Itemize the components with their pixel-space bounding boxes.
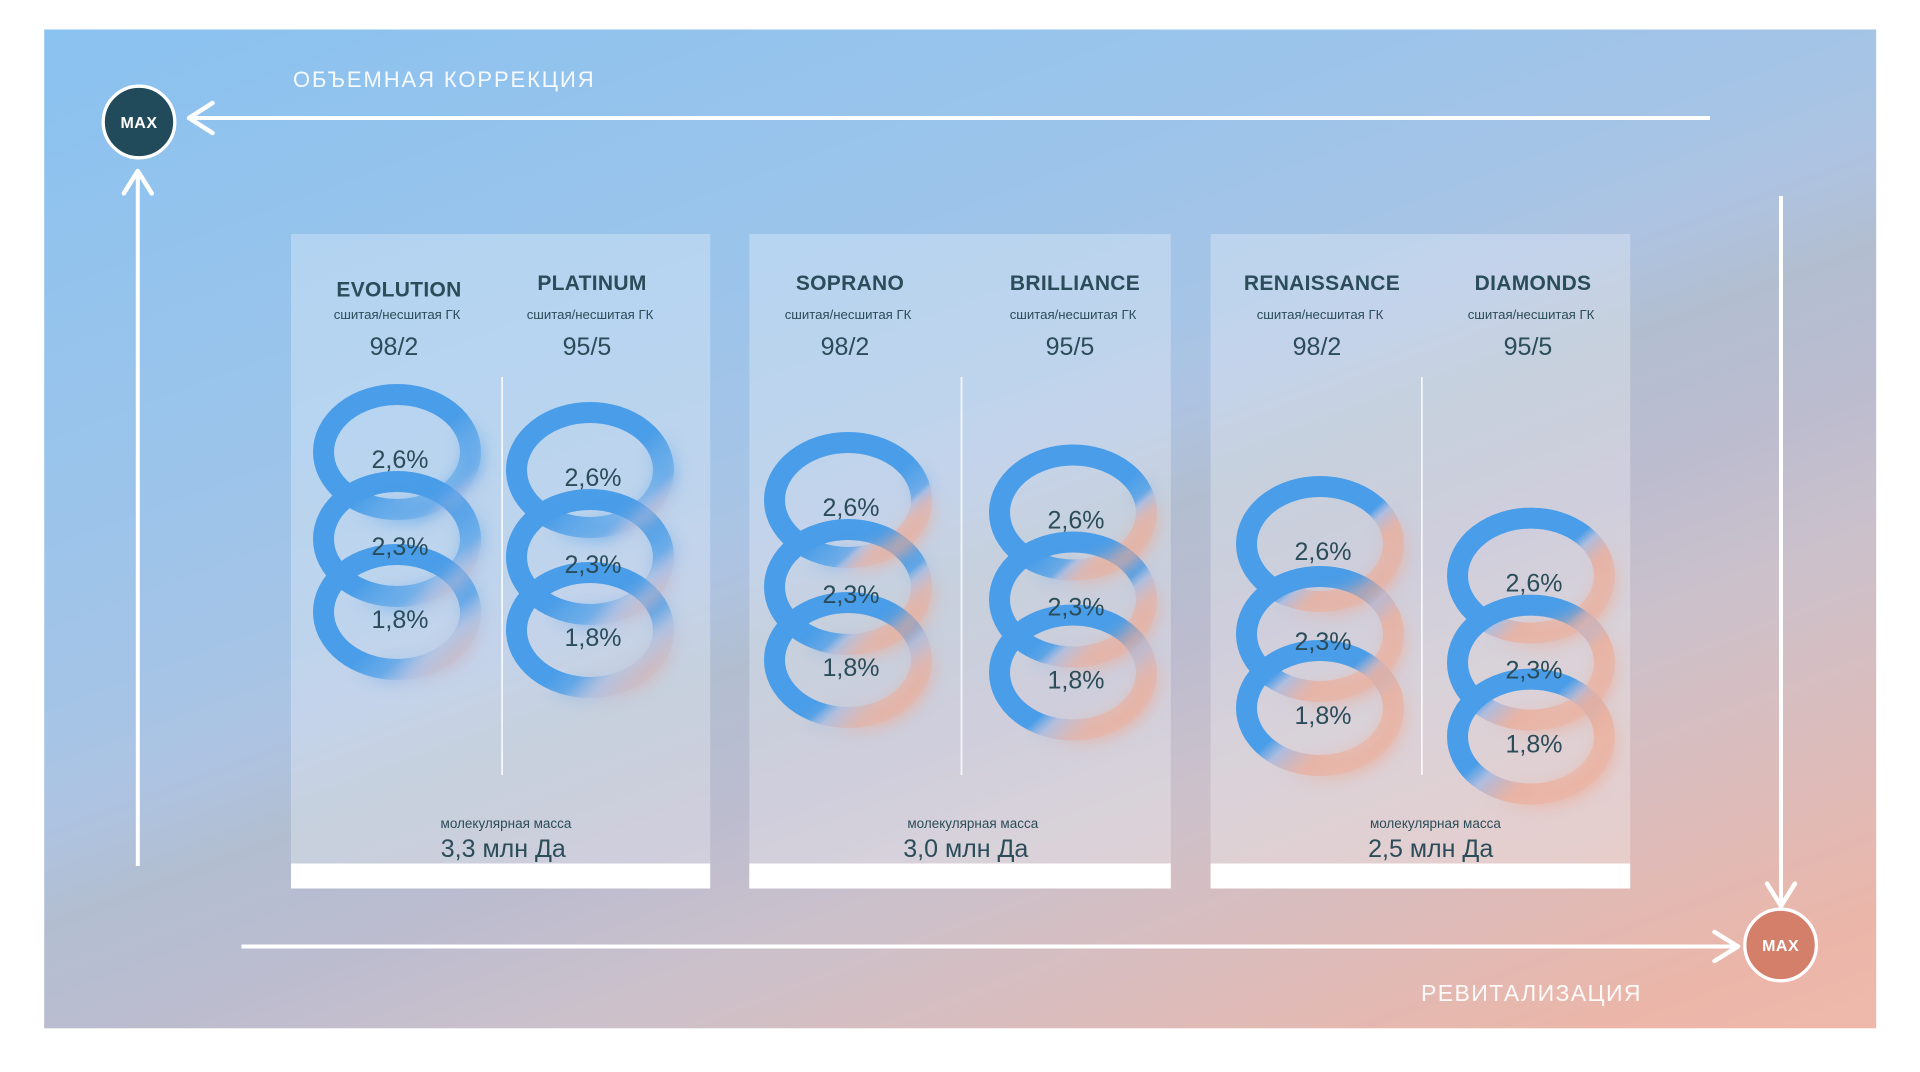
svg-text:RENAISSANCE: RENAISSANCE [1244,272,1400,295]
svg-text:1,8%: 1,8% [823,654,880,682]
svg-text:98/2: 98/2 [370,333,419,361]
svg-text:1,8%: 1,8% [1506,731,1563,759]
svg-text:EVOLUTION: EVOLUTION [336,278,461,301]
svg-text:2,3%: 2,3% [372,533,429,561]
svg-text:3,3 млн Да: 3,3 млн Да [441,835,566,863]
svg-text:95/5: 95/5 [1504,333,1553,361]
svg-text:3,0 млн Да: 3,0 млн Да [903,835,1028,863]
svg-text:сшитая/несшитая ГК: сшитая/несшитая ГК [1010,307,1137,322]
svg-text:сшитая/несшитая ГК: сшитая/несшитая ГК [334,307,461,322]
svg-text:молекулярная масса: молекулярная масса [907,816,1038,831]
svg-text:DIAMONDS: DIAMONDS [1475,272,1592,295]
svg-text:95/5: 95/5 [563,333,612,361]
svg-text:2,3%: 2,3% [1295,628,1352,656]
svg-text:98/2: 98/2 [1293,333,1342,361]
svg-text:сшитая/несшитая ГК: сшитая/несшитая ГК [527,307,654,322]
svg-text:2,6%: 2,6% [1048,507,1105,535]
svg-text:2,6%: 2,6% [823,494,880,522]
svg-text:2,6%: 2,6% [372,446,429,474]
svg-text:молекулярная масса: молекулярная масса [441,816,572,831]
svg-text:2,6%: 2,6% [1295,538,1352,566]
svg-text:1,8%: 1,8% [1295,702,1352,730]
svg-text:молекулярная масса: молекулярная масса [1370,816,1501,831]
svg-text:SOPRANO: SOPRANO [796,272,904,295]
svg-text:ОБЪЕМНАЯ КОРРЕКЦИЯ: ОБЪЕМНАЯ КОРРЕКЦИЯ [293,67,596,92]
svg-text:1,8%: 1,8% [565,624,622,652]
svg-text:сшитая/несшитая ГК: сшитая/несшитая ГК [1257,307,1384,322]
svg-text:2,3%: 2,3% [1506,657,1563,685]
svg-text:2,5 млн Да: 2,5 млн Да [1368,835,1493,863]
svg-text:2,3%: 2,3% [823,581,880,609]
svg-text:2,6%: 2,6% [1506,570,1563,598]
svg-text:2,6%: 2,6% [565,464,622,492]
svg-text:BRILLIANCE: BRILLIANCE [1010,272,1140,295]
svg-text:2,3%: 2,3% [1048,594,1105,622]
svg-text:сшитая/несшитая ГК: сшитая/несшитая ГК [785,307,912,322]
svg-text:РЕВИТАЛИЗАЦИЯ: РЕВИТАЛИЗАЦИЯ [1421,980,1642,1006]
svg-text:98/2: 98/2 [821,333,870,361]
svg-text:MAX: MAX [1762,938,1799,955]
svg-text:MAX: MAX [120,115,157,132]
svg-text:1,8%: 1,8% [1048,667,1105,695]
svg-text:95/5: 95/5 [1046,333,1095,361]
svg-text:сшитая/несшитая ГК: сшитая/несшитая ГК [1468,307,1595,322]
svg-text:2,3%: 2,3% [565,551,622,579]
svg-text:PLATINUM: PLATINUM [537,272,646,295]
svg-text:1,8%: 1,8% [372,606,429,634]
